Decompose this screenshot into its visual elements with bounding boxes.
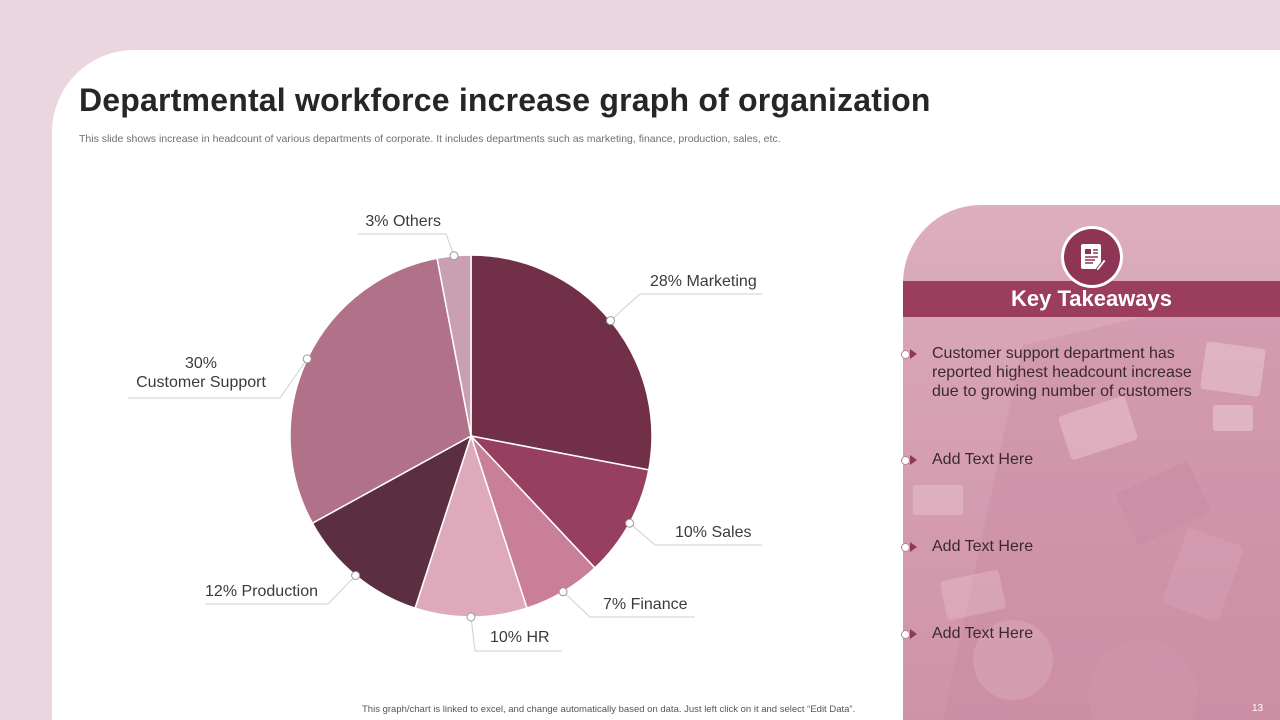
label-dot-sales bbox=[625, 518, 635, 528]
takeaway-item-4: Add Text Here bbox=[901, 624, 1202, 644]
label-dot-customer-support bbox=[302, 354, 312, 364]
data-label-customer-support: 30% Customer Support bbox=[136, 355, 266, 391]
data-label-marketing: 28% Marketing bbox=[650, 273, 757, 290]
takeaway-item-2: Add Text Here bbox=[901, 450, 1202, 470]
bullet-arrow-icon bbox=[901, 450, 925, 470]
label-dot-finance bbox=[558, 587, 568, 597]
label-dot-marketing bbox=[606, 316, 615, 326]
leader-line-customer-support bbox=[128, 358, 308, 399]
takeaway-text[interactable]: Add Text Here bbox=[932, 451, 1034, 468]
leader-line-others bbox=[358, 233, 455, 256]
report-document-icon bbox=[1064, 229, 1120, 285]
takeaway-text[interactable]: Add Text Here bbox=[932, 625, 1034, 642]
label-dot-others bbox=[449, 251, 459, 261]
label-dot-hr bbox=[466, 612, 476, 622]
key-takeaways-heading-band: Key Takeaways bbox=[903, 281, 1280, 317]
key-takeaways-icon-badge bbox=[1061, 226, 1123, 288]
data-label-sales: 10% Sales bbox=[675, 524, 752, 541]
bullet-arrow-icon bbox=[901, 344, 925, 364]
bullet-arrow-icon bbox=[901, 624, 925, 644]
data-label-finance: 7% Finance bbox=[603, 596, 688, 613]
takeaway-text[interactable]: Add Text Here bbox=[932, 538, 1034, 555]
page-number: 13 bbox=[1252, 703, 1264, 714]
data-label-production: 12% Production bbox=[205, 583, 318, 600]
leader-line-sales bbox=[629, 522, 762, 546]
office-background-image bbox=[913, 285, 1280, 720]
takeaway-text[interactable]: Customer support department has reported… bbox=[932, 345, 1192, 400]
data-label-others: 3% Others bbox=[365, 213, 441, 230]
leader-line-marketing bbox=[610, 293, 762, 321]
takeaway-item-3: Add Text Here bbox=[901, 537, 1202, 557]
key-takeaways-heading: Key Takeaways bbox=[1010, 286, 1173, 311]
footer-note: This graph/chart is linked to excel, and… bbox=[362, 704, 856, 715]
bullet-arrow-icon bbox=[901, 537, 925, 557]
takeaway-item-1: Customer support department has reported… bbox=[901, 344, 1202, 401]
leader-line-production bbox=[205, 575, 356, 605]
data-label-hr: 10% HR bbox=[490, 629, 550, 646]
leader-line-finance bbox=[562, 591, 695, 618]
pie-chart[interactable]: 28% Marketing 10% Sales 7% Finance 10% HR 12… bbox=[0, 0, 900, 720]
slide-title: Departmental workforce increase graph of… bbox=[79, 82, 931, 118]
label-dot-production bbox=[351, 571, 361, 580]
slide-subtitle: This slide shows increase in headcount o… bbox=[79, 133, 781, 145]
leader-line-hr bbox=[470, 616, 562, 652]
pie-slice-marketing[interactable] bbox=[470, 254, 653, 471]
